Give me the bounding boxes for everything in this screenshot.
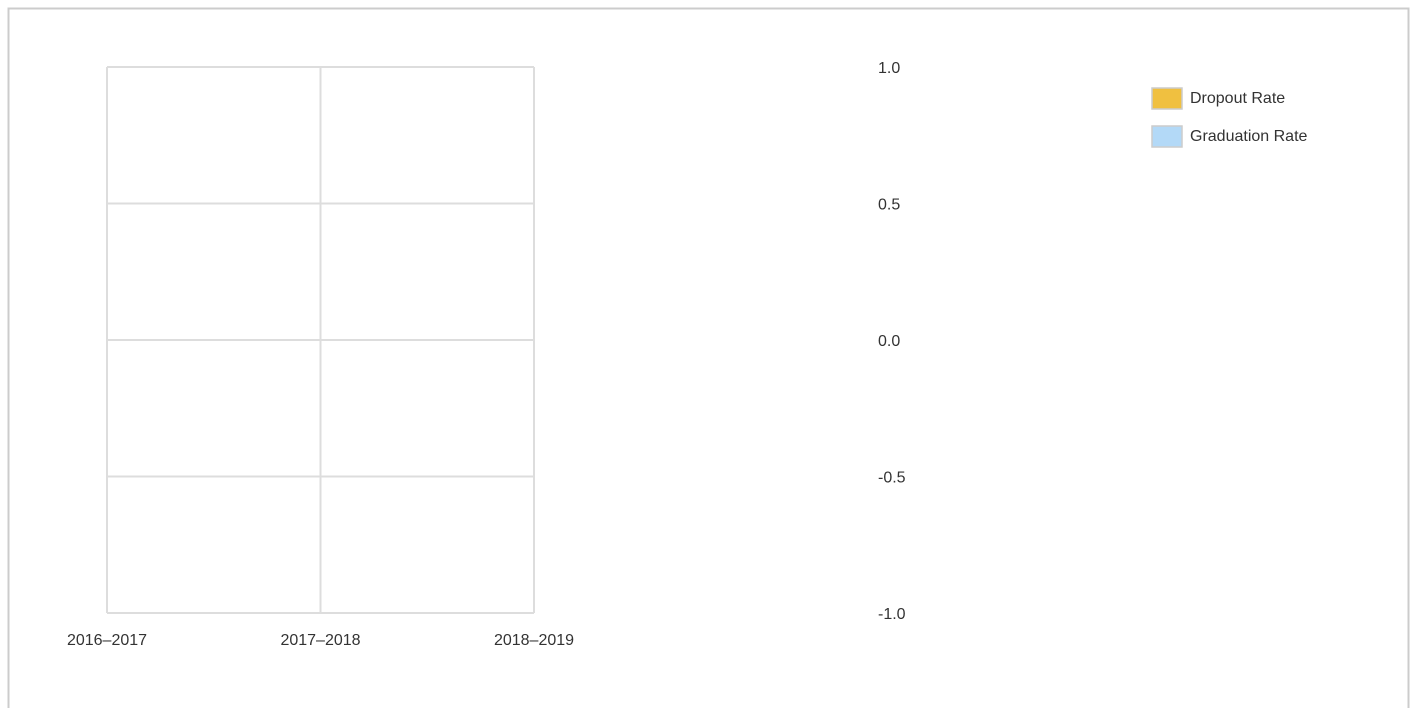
frame — [7, 7, 1410, 708]
y-tick-label: -1.0 — [878, 606, 906, 623]
y-tick-label: 0.5 — [878, 197, 900, 214]
x-tick-label: 2017–2018 — [280, 632, 360, 649]
y-tick-label: 0.0 — [878, 333, 900, 350]
legend-label: Dropout Rate — [1190, 90, 1285, 107]
y-tick-label: -0.5 — [878, 470, 906, 487]
legend-label: Graduation Rate — [1190, 128, 1308, 145]
x-tick-label: 2016–2017 — [67, 632, 147, 649]
y-tick-label: 1.0 — [878, 60, 900, 77]
legend-swatch — [1151, 87, 1183, 110]
x-tick-label: 2018–2019 — [494, 632, 574, 649]
legend-swatch — [1151, 125, 1183, 148]
